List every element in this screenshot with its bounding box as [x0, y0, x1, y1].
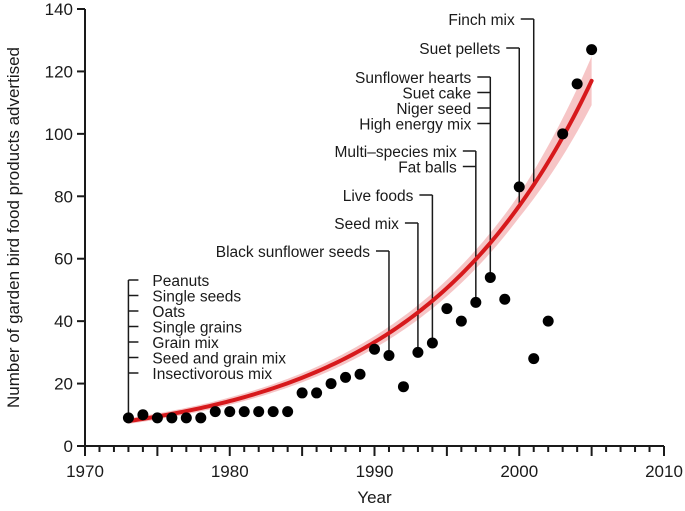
data-point [224, 406, 236, 418]
x-tick-label: 2010 [645, 462, 683, 481]
y-tick-label: 80 [54, 187, 73, 206]
y-axis-title: Number of garden bird food products adve… [4, 47, 23, 408]
annotation-label: Suet pellets [419, 41, 500, 58]
data-point [383, 349, 395, 361]
data-point [455, 315, 467, 327]
data-point [137, 409, 149, 421]
data-point [267, 406, 279, 418]
x-tick-label: 1970 [66, 462, 104, 481]
data-point [354, 368, 366, 380]
data-point [528, 353, 540, 365]
annotation-label: Peanuts [152, 273, 209, 290]
annotation-label: Live foods [343, 188, 414, 205]
y-tick-label: 140 [45, 0, 73, 19]
y-tick-label: 100 [45, 125, 73, 144]
data-point [542, 315, 554, 327]
data-point [282, 406, 294, 418]
data-point [484, 271, 496, 283]
data-point [470, 296, 482, 308]
data-point [253, 406, 265, 418]
x-tick-label: 2000 [500, 462, 538, 481]
annotation-label: High energy mix [359, 117, 471, 134]
data-point [238, 406, 250, 418]
data-point [571, 78, 583, 90]
data-point [311, 387, 323, 399]
annotation-label: Seed mix [334, 216, 399, 233]
fit-line [126, 78, 594, 424]
annotation-label: Insectivorous mix [152, 366, 272, 383]
data-point [151, 412, 163, 424]
data-point [369, 343, 380, 355]
annotation-label: Single grains [152, 320, 242, 337]
annotation-label: Single seeds [152, 289, 241, 306]
data-points [122, 44, 598, 424]
annotation-label: Oats [152, 304, 185, 321]
x-tick-label: 1980 [211, 462, 249, 481]
data-point [557, 128, 569, 140]
data-point [325, 378, 337, 390]
annotation-label: Black sunflower seeds [216, 244, 370, 261]
data-point [209, 406, 221, 418]
y-tick-label: 120 [45, 62, 73, 81]
annotation-label: Grain mix [152, 335, 219, 352]
data-point [122, 412, 134, 424]
annotation-label: Seed and grain mix [152, 351, 286, 368]
data-point [195, 412, 207, 424]
y-tick-label: 0 [64, 437, 73, 456]
x-axis-title: Year [357, 488, 392, 507]
data-point [397, 381, 409, 393]
x-tick-label: 1990 [356, 462, 394, 481]
annotation-label: Multi–species mix [335, 144, 458, 161]
y-tick-label: 20 [54, 375, 73, 394]
data-point [296, 387, 308, 399]
annotation-label: Niger seed [396, 101, 471, 118]
fit-line-layer [126, 78, 594, 424]
data-point [586, 44, 598, 56]
data-point [180, 412, 192, 424]
data-point [340, 371, 352, 383]
y-tick-label: 60 [54, 250, 73, 269]
ticks: 0 20 40 60 80 100 120 140 1970 1980 1990 2000 2010 [45, 0, 683, 481]
y-tick-label: 40 [54, 312, 73, 331]
annotation-label: Sunflower hearts [355, 70, 472, 87]
data-point [166, 412, 178, 424]
data-point [441, 303, 453, 315]
annotation-label: Suet cake [402, 86, 471, 103]
annotation-label: Finch mix [448, 12, 515, 29]
data-point [412, 346, 424, 358]
data-point [499, 293, 511, 305]
data-point [513, 181, 525, 193]
data-point [426, 337, 438, 349]
annotation-label: Fat balls [398, 160, 457, 177]
